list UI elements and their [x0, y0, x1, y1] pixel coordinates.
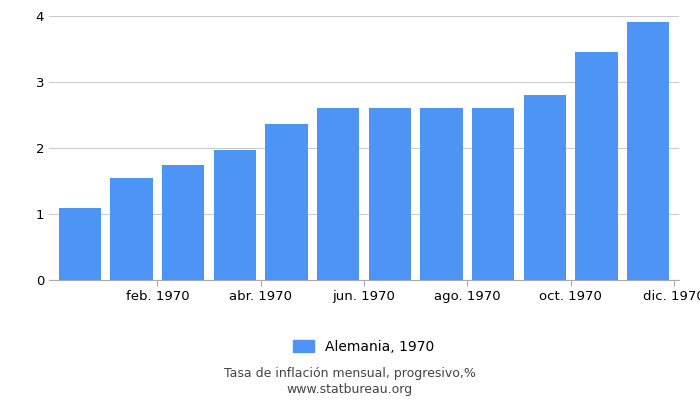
Bar	[214, 150, 256, 280]
Bar	[472, 108, 514, 280]
Bar	[420, 108, 463, 280]
Bar	[524, 94, 566, 280]
Legend: Alemania, 1970: Alemania, 1970	[288, 334, 440, 360]
Bar	[626, 22, 669, 280]
Bar	[575, 52, 617, 280]
Text: Tasa de inflación mensual, progresivo,%: Tasa de inflación mensual, progresivo,%	[224, 368, 476, 380]
Text: www.statbureau.org: www.statbureau.org	[287, 384, 413, 396]
Bar	[317, 108, 359, 280]
Bar	[369, 108, 411, 280]
Bar	[111, 178, 153, 280]
Bar	[162, 165, 204, 280]
Bar	[265, 124, 308, 280]
Bar	[59, 208, 102, 280]
